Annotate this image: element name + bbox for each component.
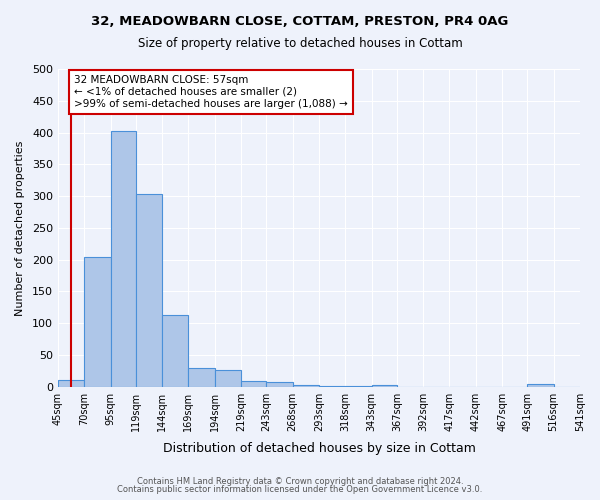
Bar [162,315,188,387]
Bar [527,384,554,387]
Text: 32, MEADOWBARN CLOSE, COTTAM, PRESTON, PR4 0AG: 32, MEADOWBARN CLOSE, COTTAM, PRESTON, P… [91,15,509,28]
Bar [241,381,266,387]
Bar [58,380,84,387]
Bar [84,257,110,387]
Bar [345,386,371,387]
Bar [215,370,241,387]
Bar [266,382,293,387]
Text: Size of property relative to detached houses in Cottam: Size of property relative to detached ho… [137,38,463,51]
Bar [293,385,319,387]
Bar [136,194,162,387]
Text: 32 MEADOWBARN CLOSE: 57sqm
← <1% of detached houses are smaller (2)
>99% of semi: 32 MEADOWBARN CLOSE: 57sqm ← <1% of deta… [74,76,347,108]
Text: Contains HM Land Registry data © Crown copyright and database right 2024.: Contains HM Land Registry data © Crown c… [137,477,463,486]
Bar [319,386,345,387]
Bar [371,385,397,387]
Text: Contains public sector information licensed under the Open Government Licence v3: Contains public sector information licen… [118,485,482,494]
Bar [188,368,215,387]
Bar [110,130,136,387]
Y-axis label: Number of detached properties: Number of detached properties [15,140,25,316]
X-axis label: Distribution of detached houses by size in Cottam: Distribution of detached houses by size … [163,442,475,455]
